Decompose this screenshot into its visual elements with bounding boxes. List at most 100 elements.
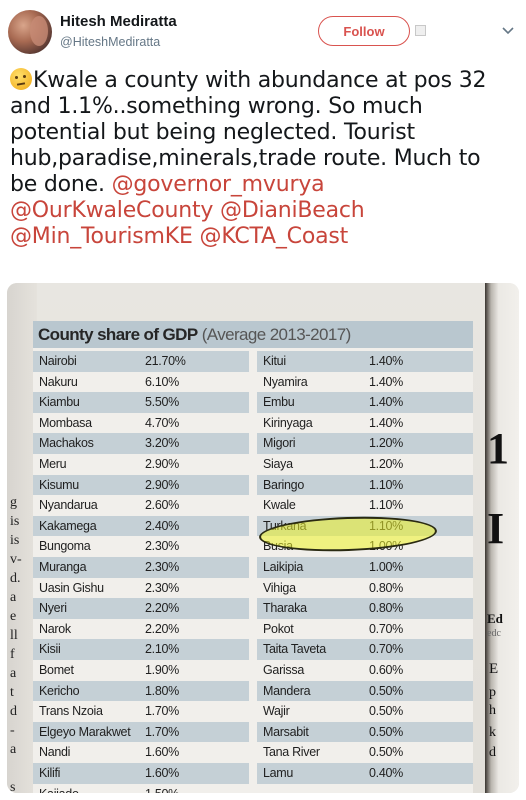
county-name: Marsabit [263, 724, 309, 739]
mention-link[interactable]: @OurKwaleCounty [10, 198, 214, 223]
table-row: Kiambu 5.50% [33, 392, 249, 413]
margin-glyph: v- [10, 552, 22, 567]
county-name: Muranga [39, 560, 87, 574]
county-name: Meru [39, 457, 67, 471]
tweet-line: be done. [10, 172, 105, 197]
margin-glyph: d [10, 704, 17, 719]
chevron-down-icon[interactable] [500, 22, 516, 38]
mention-link[interactable]: @governor_mvurya [111, 172, 325, 197]
county-name: Laikipia [263, 560, 303, 574]
margin-glyph: I [487, 504, 505, 553]
county-name: Wajir [263, 704, 290, 719]
table-row: Tharaka 0.80% [257, 598, 473, 619]
county-share: 1.00% [369, 560, 403, 574]
mention-link[interactable]: @DianiBeach [220, 198, 365, 223]
tweet-line: Kwale a county with abundance at pos 32 [33, 68, 487, 93]
county-share: 1.60% [145, 766, 179, 780]
county-share: 1.70% [145, 704, 179, 719]
newspaper-right-margin [485, 283, 519, 793]
margin-glyph: e [10, 609, 17, 624]
county-name: Elgeyo Marakwet [39, 724, 131, 739]
table-row: Migori 1.20% [257, 433, 473, 454]
county-name: Pokot [263, 621, 294, 636]
county-share: 0.50% [369, 745, 403, 760]
tweet-header: Hitesh Mediratta @HiteshMediratta Follow [0, 0, 526, 62]
margin-glyph: ll [10, 628, 18, 643]
table-row: Elgeyo Marakwet 1.70% [33, 721, 249, 743]
display-name[interactable]: Hitesh Mediratta [60, 13, 177, 30]
county-share: 2.30% [145, 560, 179, 574]
county-share: 0.70% [369, 642, 403, 657]
table-row: Nakuru 6.10% [33, 372, 249, 393]
county-share: 6.10% [145, 374, 179, 389]
mention-link[interactable]: @Min_TourismKE [10, 224, 193, 249]
table-title: County share of GDP (Average 2013-2017) [33, 321, 473, 348]
newspaper-left-margin [7, 283, 37, 793]
county-share: 0.50% [369, 704, 403, 719]
table-row: Kericho 1.80% [33, 680, 249, 702]
county-name: Nairobi [39, 354, 77, 368]
county-name: Kitui [263, 354, 286, 368]
margin-glyph: t [10, 685, 14, 700]
county-name: Vihiga [263, 580, 296, 595]
county-name: Kwale [263, 498, 296, 513]
county-share: 1.50% [145, 784, 179, 793]
county-share: 1.40% [369, 374, 403, 389]
table-row: Mandera 0.50% [257, 680, 473, 702]
table-row: Nyandarua 2.60% [33, 495, 249, 516]
margin-glyph: a [10, 666, 17, 681]
county-name: Taita Taveta [263, 642, 326, 657]
county-name: Kakamega [39, 518, 97, 533]
table-row: Bomet 1.90% [33, 660, 249, 681]
county-name: Nyandarua [39, 498, 98, 513]
county-share: 2.40% [145, 518, 179, 533]
table-row: Trans Nzoia 1.70% [33, 701, 249, 722]
county-name: Nyamira [263, 374, 308, 389]
table-row: Nyamira 1.40% [257, 372, 473, 393]
county-name: Bungoma [39, 539, 91, 554]
county-share: 2.90% [145, 457, 179, 471]
margin-glyph: p [489, 685, 496, 700]
county-name: Siaya [263, 457, 293, 471]
margin-glyph: a [10, 590, 17, 605]
county-share: 2.60% [145, 498, 179, 513]
county-name: Narok [39, 621, 71, 636]
table-title-text: County share of GDP [38, 325, 198, 344]
table-row: Kwale 1.10% [257, 495, 473, 516]
margin-glyph: k [489, 725, 496, 740]
margin-glyph: E [489, 661, 499, 677]
county-share: 1.10% [369, 498, 403, 513]
avatar[interactable] [8, 10, 52, 54]
county-share: 2.30% [145, 539, 179, 554]
margin-glyph: 1 [487, 424, 509, 473]
margin-glyph: is [10, 514, 20, 529]
county-share: 0.50% [369, 683, 403, 698]
mention-link[interactable]: @KCTA_Coast [199, 224, 349, 249]
county-name: Bomet [39, 663, 74, 677]
margin-glyph: d. [10, 571, 21, 586]
county-name: Kajiado [39, 784, 79, 793]
tweet-text: Kwale a county with abundance at pos 32 … [10, 68, 518, 250]
county-name: Kisii [39, 642, 61, 657]
county-share: 5.50% [145, 395, 179, 410]
username[interactable]: @HiteshMediratta [60, 35, 161, 49]
county-share: 1.40% [369, 395, 403, 410]
table-row: Mombasa 4.70% [33, 413, 249, 434]
county-name: Migori [263, 436, 296, 451]
county-share: 2.10% [145, 642, 179, 657]
county-name: Lamu [263, 766, 294, 780]
table-row: Kisii 2.10% [33, 639, 249, 660]
tweet-photo[interactable]: g is is v-d. a e ll f a t d - a s 1 I Ed edc E p h k… [7, 283, 519, 793]
gdp-table: County share of GDP (Average 2013-2017) … [33, 321, 473, 793]
county-share: 1.70% [145, 724, 179, 739]
county-name: Kisumu [39, 477, 79, 492]
county-share: 1.40% [369, 354, 403, 368]
table-row: Garissa 0.60% [257, 660, 473, 681]
county-name: Tharaka [263, 601, 307, 616]
badge-icon [415, 25, 426, 36]
follow-button[interactable]: Follow [318, 16, 410, 46]
thinking-face-icon [10, 68, 32, 90]
county-name: Kiambu [39, 395, 80, 410]
county-share: 0.70% [369, 621, 403, 636]
table-row: Nyeri 2.20% [33, 598, 249, 619]
